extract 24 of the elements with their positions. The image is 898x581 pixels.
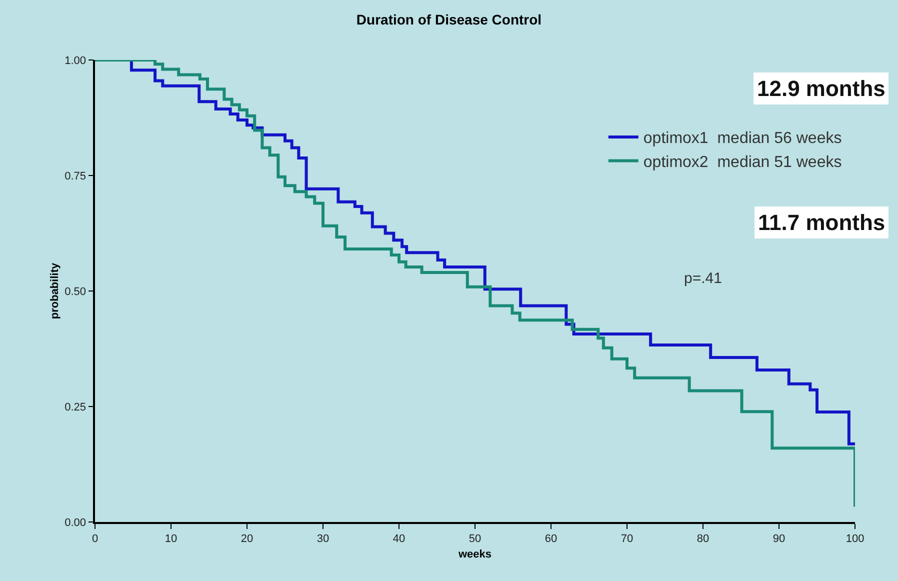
x-tick-label: 30: [316, 532, 330, 545]
annotation: p=.41: [684, 270, 722, 287]
annotation: 11.7 months: [758, 210, 886, 235]
x-axis-title: weeks: [457, 548, 492, 561]
y-tick-label: 0.75: [64, 170, 86, 182]
x-tick-label: 0: [92, 532, 98, 545]
legend-label: optimox2 median 51 weeks: [643, 154, 842, 171]
y-axis-title: probability: [48, 262, 61, 320]
x-tick-label: 60: [544, 532, 558, 545]
x-tick-label: 80: [696, 532, 710, 545]
x-tick-label: 50: [468, 532, 482, 545]
y-tick-label: 0.00: [64, 516, 86, 529]
chart-title: Duration of Disease Control: [356, 11, 542, 28]
x-tick-label: 40: [392, 532, 406, 545]
x-tick-label: 90: [772, 532, 786, 545]
x-tick-label: 20: [240, 532, 254, 545]
x-tick-label: 70: [620, 532, 634, 545]
annotation: 12.9 months: [757, 76, 886, 101]
y-tick-label: 1.00: [64, 54, 86, 67]
x-tick-label: 100: [846, 532, 864, 545]
x-tick-label: 10: [164, 532, 178, 545]
y-tick-label: 0.25: [64, 401, 86, 414]
y-tick-label: 0.50: [64, 286, 86, 298]
legend-label: optimox1 median 56 weeks: [643, 130, 842, 148]
